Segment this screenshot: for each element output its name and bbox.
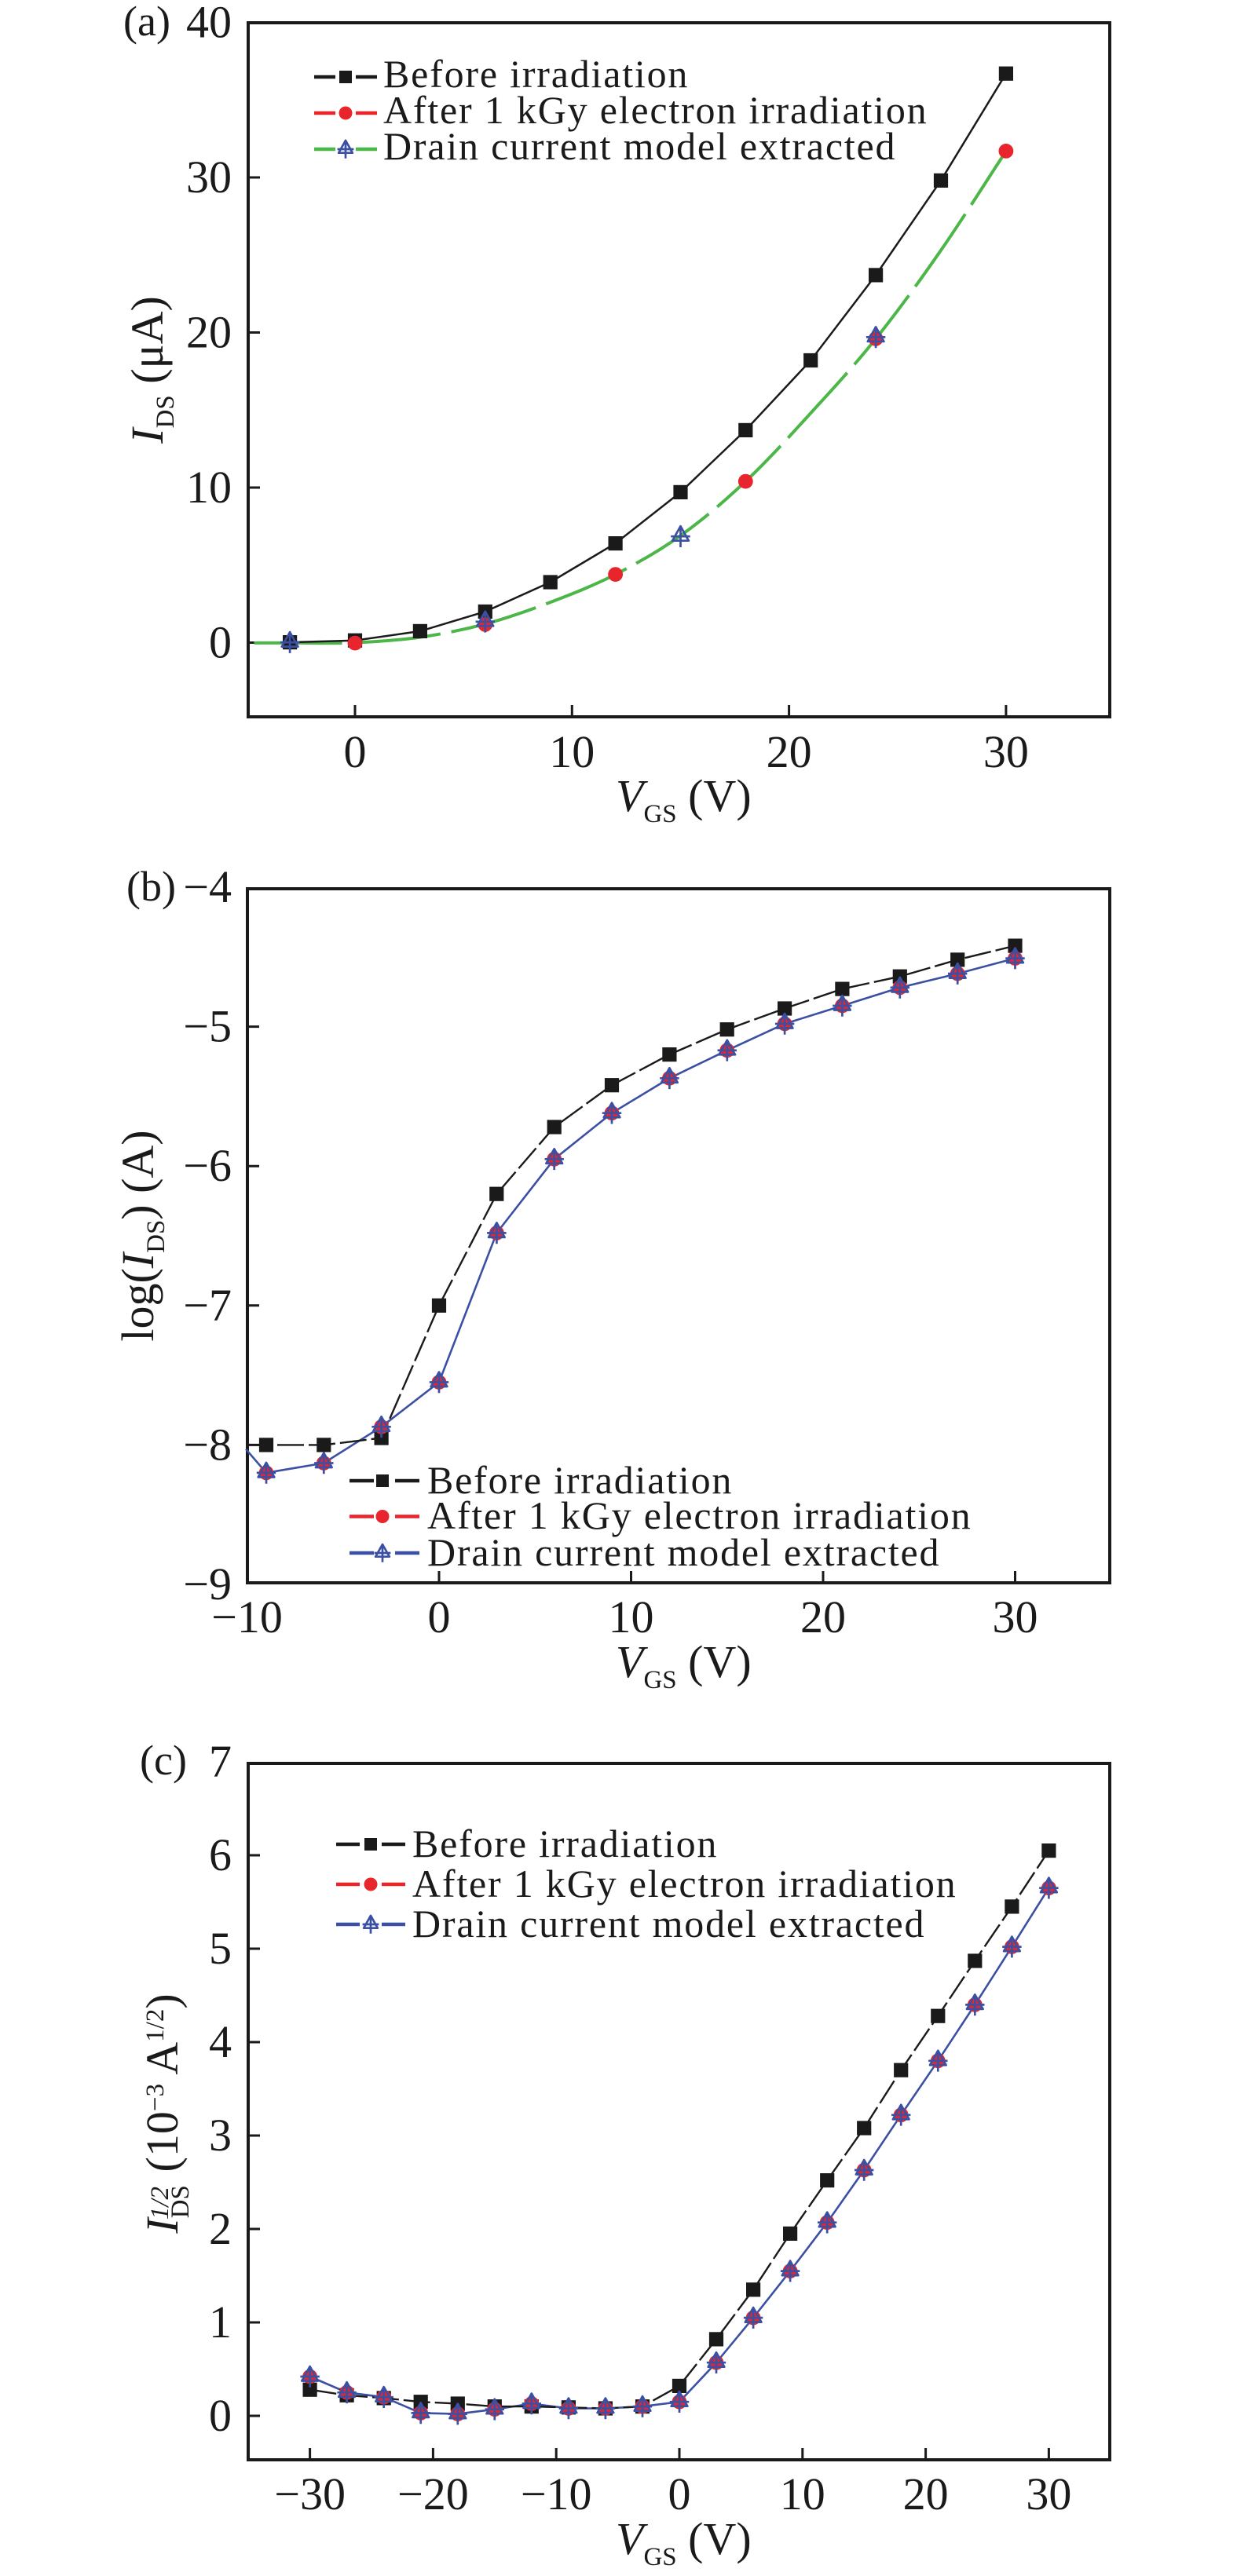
svg-text:0: 0	[209, 2390, 232, 2441]
svg-text:20: 20	[800, 1591, 846, 1642]
svg-text:−5: −5	[183, 1001, 232, 1052]
svg-text:Drain current model extracted: Drain current model extracted	[412, 1902, 925, 1946]
svg-text:After 1 kGy electron irradiati: After 1 kGy electron irradiation	[427, 1493, 972, 1537]
svg-text:−7: −7	[183, 1280, 232, 1331]
svg-text:After 1 kGy electron irradiati: After 1 kGy electron irradiation	[412, 1862, 957, 1906]
svg-text:40: 40	[186, 0, 232, 48]
svg-text:20: 20	[186, 307, 232, 358]
svg-text:−10: −10	[211, 1591, 283, 1642]
svg-text:30: 30	[993, 1591, 1038, 1642]
svg-text:IDS (μA): IDS (μA)	[122, 296, 180, 444]
svg-text:1: 1	[209, 2296, 232, 2348]
svg-text:20: 20	[903, 2468, 949, 2519]
svg-text:After 1 kGy electron irradiati: After 1 kGy electron irradiation	[383, 88, 928, 132]
svg-text:Drain current model extracted: Drain current model extracted	[427, 1530, 940, 1574]
svg-text:−10: −10	[521, 2468, 592, 2519]
svg-text:6: 6	[209, 1829, 232, 1880]
svg-text:0: 0	[209, 617, 232, 668]
svg-text:Drain current model extracted: Drain current model extracted	[383, 124, 896, 168]
svg-text:10: 10	[780, 2468, 825, 2519]
svg-text:0: 0	[428, 1591, 451, 1642]
svg-text:Before irradiation: Before irradiation	[383, 52, 689, 96]
svg-text:10: 10	[186, 462, 232, 513]
svg-text:−4: −4	[183, 861, 232, 912]
svg-text:VGS (V): VGS (V)	[616, 1636, 752, 1694]
svg-text:10: 10	[549, 726, 595, 777]
svg-text:0: 0	[668, 2468, 691, 2519]
svg-text:4: 4	[209, 2016, 232, 2067]
svg-text:7: 7	[209, 1736, 232, 1787]
svg-text:0: 0	[344, 726, 367, 777]
svg-text:−20: −20	[397, 2468, 469, 2519]
svg-text:30: 30	[983, 726, 1029, 777]
svg-text:IDS1/2 (10−3 A1/2): IDS1/2 (10−3 A1/2)	[137, 1993, 195, 2234]
svg-text:(c): (c)	[140, 1737, 187, 1784]
svg-text:2: 2	[209, 2203, 232, 2254]
svg-text:Before irradiation: Before irradiation	[427, 1458, 733, 1502]
svg-text:(b): (b)	[126, 863, 176, 910]
svg-text:5: 5	[209, 1923, 232, 1974]
svg-text:10: 10	[609, 1591, 654, 1642]
svg-text:−6: −6	[183, 1140, 232, 1191]
svg-text:20: 20	[767, 726, 812, 777]
svg-text:30: 30	[186, 152, 232, 203]
svg-text:VGS (V): VGS (V)	[616, 770, 752, 828]
svg-text:3: 3	[209, 2110, 232, 2161]
svg-text:30: 30	[1026, 2468, 1071, 2519]
svg-text:−8: −8	[183, 1419, 232, 1470]
svg-text:Before irradiation: Before irradiation	[412, 1821, 718, 1865]
svg-text:VGS (V): VGS (V)	[616, 2513, 752, 2571]
svg-text:−9: −9	[183, 1558, 232, 1610]
svg-text:(a): (a)	[123, 0, 170, 45]
svg-text:−30: −30	[274, 2468, 346, 2519]
